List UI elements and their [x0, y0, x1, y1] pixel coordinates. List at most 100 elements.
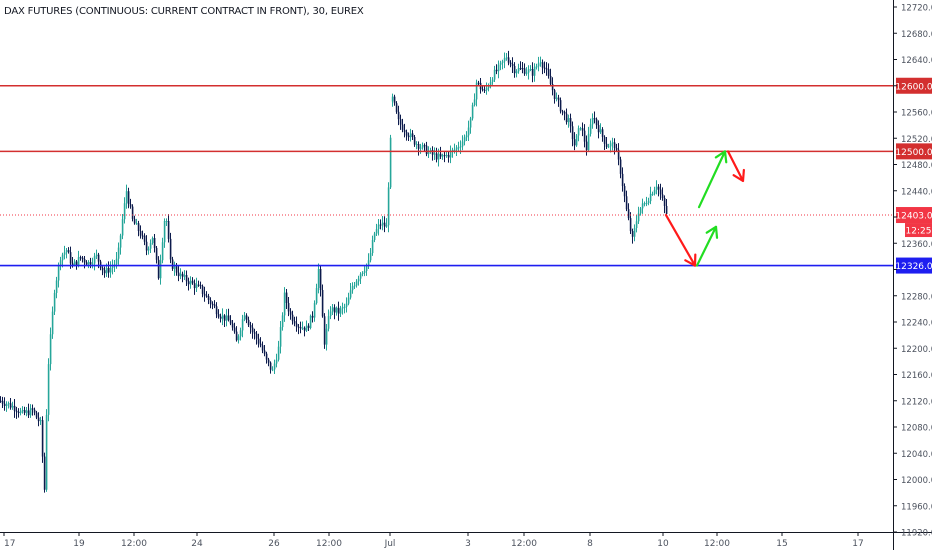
candle-body	[27, 410, 30, 416]
candle-body	[65, 250, 68, 253]
candle-body	[317, 268, 320, 289]
candle-body	[227, 315, 230, 321]
candle-body	[199, 285, 202, 287]
candle-body	[315, 288, 318, 304]
y-tick-label: 12440.0	[901, 187, 932, 197]
candle-body	[501, 61, 504, 63]
candle-body	[389, 137, 392, 188]
candle-body	[105, 267, 108, 274]
candle-body	[657, 186, 660, 190]
candle-body	[103, 270, 106, 274]
candle-body	[177, 272, 180, 277]
candle-body	[263, 350, 266, 354]
candle-body	[29, 408, 32, 416]
candle-body	[513, 65, 516, 74]
candle-body	[285, 292, 288, 303]
candle-body	[5, 404, 8, 406]
candle-body	[51, 311, 54, 335]
candle-body	[231, 323, 234, 328]
candle-body	[129, 204, 132, 207]
candle-body	[297, 326, 300, 328]
candle-body	[175, 266, 178, 273]
candle-body	[195, 284, 198, 289]
y-tick-label: 12640.0	[901, 56, 932, 66]
candle-body	[239, 330, 242, 337]
candle-body	[659, 189, 662, 195]
candle-body	[449, 151, 452, 158]
y-tick-label: 12720.0	[901, 4, 932, 14]
candle-body	[53, 292, 56, 312]
candle-body	[289, 311, 292, 315]
candle-body	[127, 191, 130, 205]
candle-body	[25, 410, 28, 413]
arrow-head-red	[732, 168, 745, 183]
candle-body	[309, 315, 312, 328]
candle-body	[519, 68, 522, 70]
candle-body	[217, 314, 220, 317]
candle-body	[9, 403, 12, 408]
candle-body	[611, 142, 614, 144]
candle-body	[549, 75, 552, 85]
candle-body	[641, 203, 644, 209]
candle-body	[233, 327, 236, 332]
level-label-box	[896, 143, 932, 160]
candle-body	[43, 456, 46, 490]
candle-body	[617, 149, 620, 160]
candle-body	[93, 256, 96, 264]
candle-body	[319, 268, 322, 291]
candle-body	[613, 142, 616, 148]
candle-body	[415, 143, 418, 145]
candle-body	[259, 343, 262, 346]
candle-body	[329, 311, 332, 317]
candle-body	[523, 68, 526, 74]
x-tick-label: Jul	[384, 539, 396, 549]
countdown-label: 12:25	[906, 227, 932, 237]
candle-body	[521, 68, 524, 70]
candle-body	[229, 320, 232, 324]
candle-body	[117, 247, 120, 259]
candle-body	[629, 218, 632, 232]
candle-body	[423, 145, 426, 147]
x-tick-label: 19	[73, 539, 85, 549]
candle-body	[609, 143, 612, 147]
candle-body	[253, 332, 256, 334]
candle-body	[581, 128, 584, 131]
candle-body	[439, 153, 442, 157]
candle-body	[505, 57, 508, 59]
candle-body	[459, 146, 462, 148]
x-tick-label: 10	[657, 539, 669, 549]
candle-body	[107, 267, 110, 273]
candle-body	[15, 410, 18, 412]
candle-body	[543, 67, 546, 69]
candle-body	[485, 87, 488, 91]
x-tick-label: 12:00	[511, 539, 537, 549]
current-price-box	[896, 207, 932, 224]
candle-body	[575, 135, 578, 146]
candle-body	[23, 410, 26, 413]
candle-body	[387, 187, 390, 226]
candle-body	[137, 223, 140, 231]
y-tick-label: 11960.0	[901, 502, 932, 512]
candle-body	[605, 143, 608, 147]
candle-body	[31, 408, 34, 410]
y-tick-label: 12520.0	[901, 135, 932, 145]
candle-body	[583, 130, 586, 142]
candle-body	[397, 111, 400, 120]
candles	[0, 50, 668, 493]
candle-body	[215, 306, 218, 315]
candle-body	[299, 327, 302, 329]
candle-body	[559, 100, 562, 112]
candle-body	[45, 414, 48, 490]
candle-body	[497, 64, 500, 72]
candle-body	[49, 334, 52, 365]
y-tick-label: 12160.0	[901, 371, 932, 381]
candle-body	[515, 71, 518, 74]
candle-body	[625, 196, 628, 210]
x-tick-label: 12:00	[316, 539, 342, 549]
candle-body	[561, 111, 564, 113]
candle-body	[537, 63, 540, 67]
candle-body	[511, 63, 514, 66]
candle-body	[517, 68, 520, 72]
candle-body	[585, 141, 588, 150]
y-tick-label: 11920.0	[901, 529, 932, 539]
